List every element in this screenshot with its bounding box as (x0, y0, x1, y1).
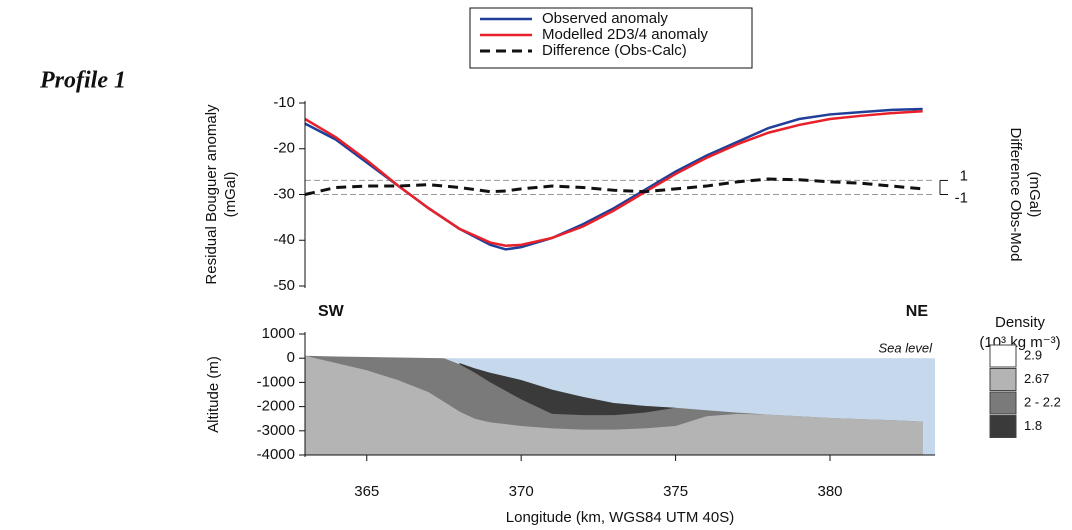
y-tick-label: -1000 (257, 373, 295, 390)
y-tick-label: 0 (287, 349, 295, 366)
legend-label: 2.9 (1024, 347, 1042, 362)
y2-axis-title: Difference Obs-Mod (1007, 128, 1024, 262)
y-tick-label: -3000 (257, 422, 295, 439)
profile-title: Profile 1 (39, 68, 126, 94)
y-tick-label: -50 (273, 277, 295, 294)
y-tick-label: 1000 (262, 325, 295, 342)
x-tick-label: 380 (817, 483, 842, 500)
legend-label: Modelled 2D3/4 anomaly (542, 26, 708, 43)
y2-axis-title: (mGal) (1026, 172, 1043, 218)
density-layer (305, 355, 923, 455)
y-tick-label: -4000 (257, 446, 295, 463)
y2-tick-label: 1 (960, 167, 968, 184)
y-axis-title: Residual Bouguer anomaly (203, 104, 220, 285)
direction-label: NE (906, 303, 929, 320)
data-line (304, 177, 923, 196)
x-tick-label: 375 (663, 483, 688, 500)
x-axis-title: Longitude (km, WGS84 UTM 40S) (506, 509, 734, 526)
y-axis-title: Altitude (m) (205, 356, 222, 433)
y-tick-label: -40 (273, 231, 295, 248)
y-axis-title: (mGal) (222, 172, 239, 218)
legend-title: Density (995, 314, 1046, 331)
data-line (304, 107, 923, 251)
legend-swatch (989, 391, 1017, 415)
sea-label: Sea level (879, 341, 934, 356)
y-tick-label: -10 (273, 94, 295, 111)
legend-label: Difference (Obs-Calc) (542, 42, 687, 59)
legend-swatch (989, 368, 1017, 391)
legend-swatch (989, 415, 1017, 438)
legend-label: 1.8 (1024, 418, 1042, 433)
legend-label: 2 - 2.2 (1024, 394, 1061, 409)
legend-swatch (989, 344, 1017, 368)
legend-label: 2.67 (1024, 371, 1049, 386)
y2-tick-label: -1 (955, 189, 968, 206)
x-tick-label: 365 (354, 483, 379, 500)
direction-label: SW (318, 303, 345, 320)
y-tick-label: -2000 (257, 398, 295, 415)
x-tick-label: 370 (509, 483, 534, 500)
data-line (304, 109, 923, 247)
y-tick-label: -30 (273, 185, 295, 202)
y-tick-label: -20 (273, 140, 295, 157)
legend-label: Observed anomaly (542, 10, 668, 27)
